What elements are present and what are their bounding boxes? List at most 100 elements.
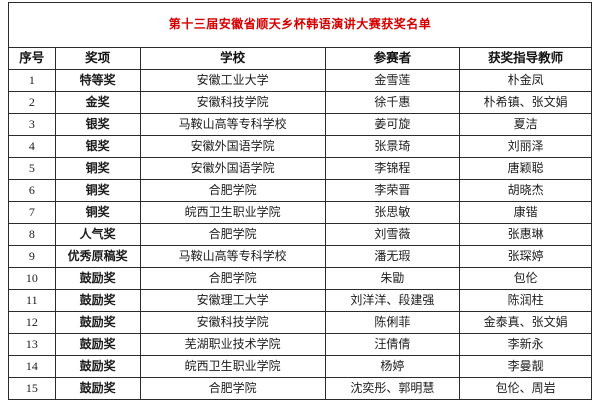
table-row: 2 金奖 安徽科技学院 徐千惠 朴希镇、张文娟 xyxy=(8,91,592,114)
cell-teacher: 陈润柱 xyxy=(459,289,592,312)
table-row: 5 铜奖 安徽外国语学院 李锦程 唐颖聪 xyxy=(8,157,592,180)
table-body: 1 特等奖 安徽工业大学 金雪莲 朴金凤 2 金奖 安徽科技学院 徐千惠 朴希镇… xyxy=(8,69,592,400)
cell-teacher: 李曼靓 xyxy=(459,355,592,378)
cell-contestant: 李锦程 xyxy=(324,157,461,180)
cell-serial-number: 3 xyxy=(8,113,56,136)
cell-serial-number: 9 xyxy=(8,245,56,268)
cell-teacher: 朴金凤 xyxy=(459,69,592,92)
award-list-table: 第十三届安徽省顺天乡杯韩语演讲大赛获奖名单 序号 奖项 学校 参赛者 获奖指导教… xyxy=(8,2,592,400)
cell-teacher: 包伦 xyxy=(459,267,592,290)
cell-award: 铜奖 xyxy=(54,179,141,202)
cell-serial-number: 7 xyxy=(8,201,56,224)
cell-award: 铜奖 xyxy=(54,157,141,180)
cell-school: 皖西卫生职业学院 xyxy=(139,355,326,378)
cell-award: 鼓励奖 xyxy=(54,333,141,356)
cell-school: 合肥学院 xyxy=(139,267,326,290)
cell-serial-number: 10 xyxy=(8,267,56,290)
cell-award: 鼓励奖 xyxy=(54,311,141,334)
cell-teacher: 包伦、周岩 xyxy=(459,377,592,400)
cell-serial-number: 15 xyxy=(8,377,56,400)
cell-award: 人气奖 xyxy=(54,223,141,246)
column-header-contestant: 参赛者 xyxy=(324,47,461,70)
cell-school: 安徽科技学院 xyxy=(139,91,326,114)
cell-teacher: 胡晓杰 xyxy=(459,179,592,202)
table-row: 4 银奖 安徽外国语学院 张景琦 刘丽泽 xyxy=(8,135,592,158)
cell-school: 马鞍山高等专科学校 xyxy=(139,113,326,136)
cell-award: 鼓励奖 xyxy=(54,267,141,290)
cell-school: 安徽外国语学院 xyxy=(139,135,326,158)
cell-serial-number: 11 xyxy=(8,289,56,312)
table-row: 8 人气奖 合肥学院 刘雪薇 张惠琳 xyxy=(8,223,592,246)
cell-contestant: 张思敏 xyxy=(324,201,461,224)
cell-serial-number: 4 xyxy=(8,135,56,158)
cell-school: 合肥学院 xyxy=(139,223,326,246)
cell-teacher: 张琛婷 xyxy=(459,245,592,268)
cell-school: 合肥学院 xyxy=(139,179,326,202)
cell-contestant: 刘雪薇 xyxy=(324,223,461,246)
cell-teacher: 唐颖聪 xyxy=(459,157,592,180)
cell-contestant: 汪倩倩 xyxy=(324,333,461,356)
cell-school: 皖西卫生职业学院 xyxy=(139,201,326,224)
cell-serial-number: 13 xyxy=(8,333,56,356)
cell-teacher: 刘丽泽 xyxy=(459,135,592,158)
table-row: 9 优秀原稿奖 马鞍山高等专科学校 潘无瑕 张琛婷 xyxy=(8,245,592,268)
cell-teacher: 康锴 xyxy=(459,201,592,224)
cell-award: 优秀原稿奖 xyxy=(54,245,141,268)
cell-contestant: 李荣晋 xyxy=(324,179,461,202)
cell-award: 金奖 xyxy=(54,91,141,114)
table-header-row: 序号 奖项 学校 参赛者 获奖指导教师 xyxy=(8,47,592,70)
cell-contestant: 沈奕彤、郭明慧 xyxy=(324,377,461,400)
cell-contestant: 潘无瑕 xyxy=(324,245,461,268)
cell-teacher: 朴希镇、张文娟 xyxy=(459,91,592,114)
cell-school: 安徽工业大学 xyxy=(139,69,326,92)
table-row: 3 银奖 马鞍山高等专科学校 姜可旋 夏洁 xyxy=(8,113,592,136)
page-title: 第十三届安徽省顺天乡杯韩语演讲大赛获奖名单 xyxy=(8,2,592,48)
cell-school: 芜湖职业技术学院 xyxy=(139,333,326,356)
cell-school: 安徽科技学院 xyxy=(139,311,326,334)
cell-school: 安徽外国语学院 xyxy=(139,157,326,180)
column-header-award: 奖项 xyxy=(54,47,141,70)
column-header-school: 学校 xyxy=(139,47,326,70)
cell-serial-number: 14 xyxy=(8,355,56,378)
table-row: 13 鼓励奖 芜湖职业技术学院 汪倩倩 李新永 xyxy=(8,333,592,356)
cell-contestant: 金雪莲 xyxy=(324,69,461,92)
cell-award: 银奖 xyxy=(54,135,141,158)
cell-serial-number: 5 xyxy=(8,157,56,180)
cell-serial-number: 8 xyxy=(8,223,56,246)
cell-school: 安徽理工大学 xyxy=(139,289,326,312)
cell-award: 鼓励奖 xyxy=(54,355,141,378)
table-row: 7 铜奖 皖西卫生职业学院 张思敏 康锴 xyxy=(8,201,592,224)
cell-serial-number: 1 xyxy=(8,69,56,92)
table-row: 11 鼓励奖 安徽理工大学 刘洋洋、段建强 陈润柱 xyxy=(8,289,592,312)
cell-award: 银奖 xyxy=(54,113,141,136)
cell-serial-number: 12 xyxy=(8,311,56,334)
table-row: 15 鼓励奖 合肥学院 沈奕彤、郭明慧 包伦、周岩 xyxy=(8,377,592,400)
cell-award: 鼓励奖 xyxy=(54,377,141,400)
table-row: 10 鼓励奖 合肥学院 朱勖 包伦 xyxy=(8,267,592,290)
column-header-teacher: 获奖指导教师 xyxy=(459,47,592,70)
cell-school: 马鞍山高等专科学校 xyxy=(139,245,326,268)
cell-contestant: 姜可旋 xyxy=(324,113,461,136)
cell-contestant: 张景琦 xyxy=(324,135,461,158)
cell-school: 合肥学院 xyxy=(139,377,326,400)
table-row: 14 鼓励奖 皖西卫生职业学院 杨婷 李曼靓 xyxy=(8,355,592,378)
title-row: 第十三届安徽省顺天乡杯韩语演讲大赛获奖名单 xyxy=(8,2,592,48)
cell-contestant: 杨婷 xyxy=(324,355,461,378)
cell-award: 特等奖 xyxy=(54,69,141,92)
cell-award: 鼓励奖 xyxy=(54,289,141,312)
cell-contestant: 朱勖 xyxy=(324,267,461,290)
table-row: 6 铜奖 合肥学院 李荣晋 胡晓杰 xyxy=(8,179,592,202)
cell-teacher: 张惠琳 xyxy=(459,223,592,246)
column-header-no: 序号 xyxy=(8,47,56,70)
cell-serial-number: 6 xyxy=(8,179,56,202)
table-row: 12 鼓励奖 安徽科技学院 陈俐菲 金泰真、张文娟 xyxy=(8,311,592,334)
cell-contestant: 徐千惠 xyxy=(324,91,461,114)
cell-contestant: 刘洋洋、段建强 xyxy=(324,289,461,312)
cell-award: 铜奖 xyxy=(54,201,141,224)
cell-contestant: 陈俐菲 xyxy=(324,311,461,334)
cell-teacher: 金泰真、张文娟 xyxy=(459,311,592,334)
cell-serial-number: 2 xyxy=(8,91,56,114)
cell-teacher: 夏洁 xyxy=(459,113,592,136)
table-row: 1 特等奖 安徽工业大学 金雪莲 朴金凤 xyxy=(8,69,592,92)
cell-teacher: 李新永 xyxy=(459,333,592,356)
